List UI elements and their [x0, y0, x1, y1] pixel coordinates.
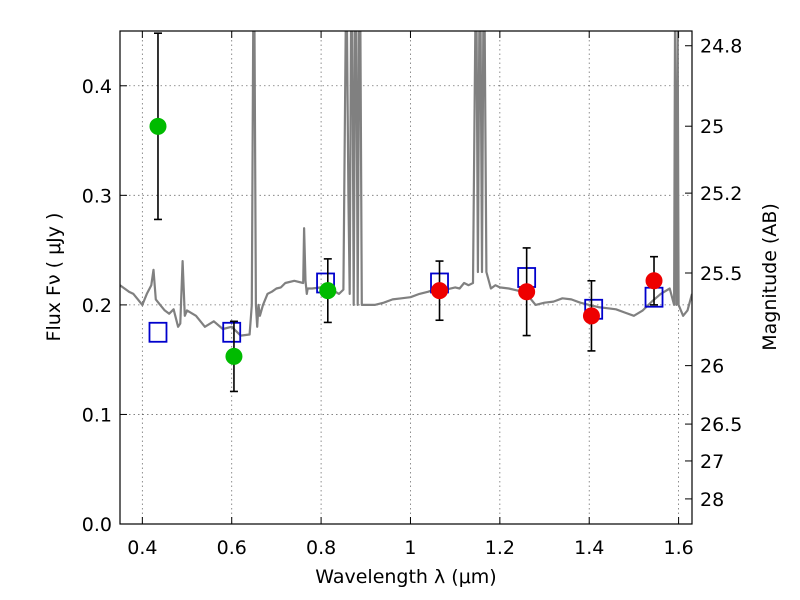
y2-tick-label: 25.5: [700, 263, 742, 285]
y-tick-label: 0.3: [82, 185, 112, 207]
x-tick-label: 0.6: [217, 537, 247, 559]
data-point-red: [582, 307, 600, 325]
data-point-green: [319, 282, 337, 300]
x-tick-label: 0.8: [306, 537, 336, 559]
error-bars: [149, 32, 663, 393]
x-tick-label: 1.6: [663, 537, 693, 559]
data-point-green: [225, 347, 243, 365]
data-point-red: [431, 282, 449, 300]
y2-tick-label: 26.5: [700, 414, 742, 436]
y-tick-label: 0.0: [82, 514, 112, 536]
y-axis-label: Flux Fν ( μJy ): [43, 213, 65, 342]
data-point-red: [645, 272, 663, 290]
model-spectrum-line: [120, 31, 692, 337]
model-point-square: [148, 321, 168, 343]
y2-tick-label: 27: [700, 451, 724, 473]
x-tick-label: 1.4: [574, 537, 604, 559]
y2-axis-label: Magnitude (AB): [759, 203, 781, 351]
y2-tick-label: 25: [700, 116, 724, 138]
y2-tick-label: 24.8: [700, 36, 742, 58]
x-axis-label: Wavelength λ (μm): [315, 566, 496, 588]
data-point-green: [149, 117, 167, 135]
model-point-square: [222, 321, 242, 343]
x-tick-label: 1: [404, 537, 416, 559]
data-point-red: [518, 283, 536, 301]
x-tick-label: 1.2: [485, 537, 515, 559]
y-tick-label: 0.1: [82, 404, 112, 426]
axis-ticks: 0.4 0.6 0.8 1 1.2 1.4 1.6 0.0 0.1 0.2 0.3 0.4 24.8 25…: [82, 31, 742, 559]
plot-frame: [119, 30, 693, 525]
y-tick-label: 0.4: [82, 76, 112, 98]
plot-background: [120, 31, 692, 524]
y2-tick-label: 28: [700, 489, 724, 511]
x-tick-label: 0.4: [127, 537, 157, 559]
y-tick-label: 0.2: [82, 295, 112, 317]
y2-tick-label: 26: [700, 356, 724, 378]
y2-tick-label: 25.2: [700, 183, 742, 205]
